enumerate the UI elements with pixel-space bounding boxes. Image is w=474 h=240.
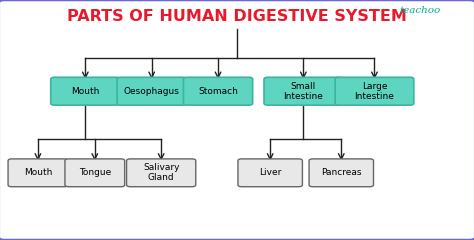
FancyBboxPatch shape <box>117 77 186 105</box>
FancyBboxPatch shape <box>8 159 68 187</box>
Text: Mouth: Mouth <box>24 168 52 177</box>
Text: Liver: Liver <box>259 168 282 177</box>
FancyBboxPatch shape <box>238 159 302 187</box>
FancyBboxPatch shape <box>51 77 120 105</box>
Text: Salivary
Gland: Salivary Gland <box>143 163 180 182</box>
Text: Large
Intestine: Large Intestine <box>355 82 394 101</box>
Text: Small
Intestine: Small Intestine <box>283 82 323 101</box>
Text: Mouth: Mouth <box>71 87 100 96</box>
Text: PARTS OF HUMAN DIGESTIVE SYSTEM: PARTS OF HUMAN DIGESTIVE SYSTEM <box>67 9 407 24</box>
Text: teachoo: teachoo <box>400 6 441 15</box>
Text: Stomach: Stomach <box>198 87 238 96</box>
Text: Pancreas: Pancreas <box>321 168 362 177</box>
FancyBboxPatch shape <box>65 159 125 187</box>
FancyBboxPatch shape <box>309 159 374 187</box>
FancyBboxPatch shape <box>183 77 253 105</box>
FancyBboxPatch shape <box>335 77 414 105</box>
Text: Oesophagus: Oesophagus <box>124 87 180 96</box>
FancyBboxPatch shape <box>264 77 343 105</box>
Text: Tongue: Tongue <box>79 168 111 177</box>
FancyBboxPatch shape <box>127 159 196 187</box>
